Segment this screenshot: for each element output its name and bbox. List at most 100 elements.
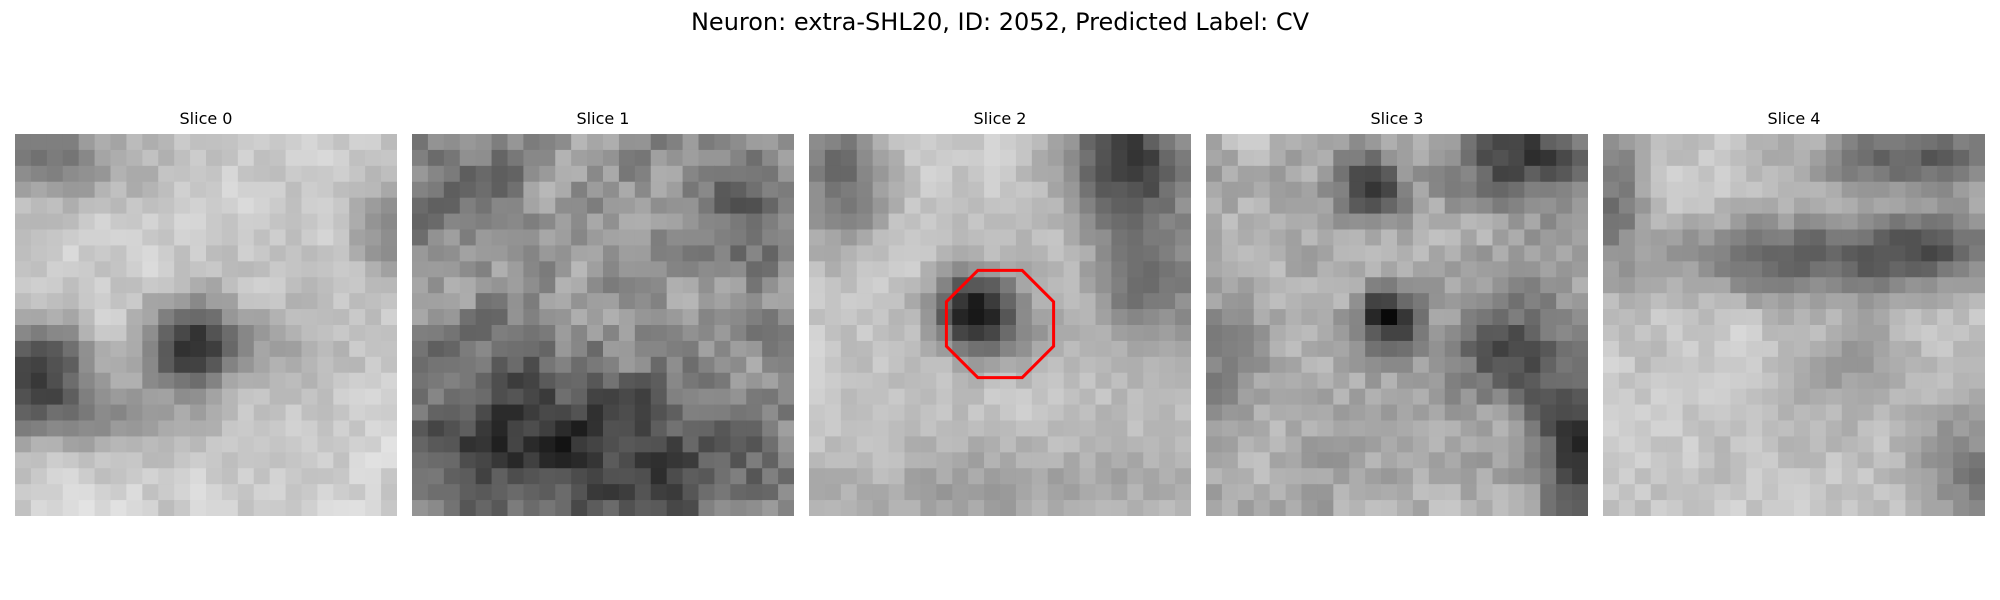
slice-pixel	[1159, 356, 1176, 374]
slice-title-4: Slice 4	[1767, 109, 1821, 128]
slice-pixel	[126, 325, 143, 342]
slice-pixel	[1730, 484, 1747, 501]
slice-pixel	[1508, 165, 1525, 183]
slice-pixel	[1221, 293, 1239, 310]
slice-pixel	[1762, 213, 1779, 231]
slice-pixel	[1221, 388, 1239, 406]
slice-pixel	[443, 245, 461, 262]
slice-pixel	[920, 245, 937, 262]
slice-pixel	[809, 420, 826, 438]
slice-pixel	[1047, 277, 1065, 294]
slice-pixel	[650, 261, 668, 278]
slice-pixel	[1444, 229, 1462, 247]
slice-pixel	[1969, 325, 1985, 342]
slice-pixel	[1873, 340, 1891, 358]
slice-pixel	[126, 436, 143, 453]
slice-pixel	[1381, 388, 1398, 406]
slice-pixel	[1412, 500, 1430, 516]
slice-pixel	[1349, 404, 1366, 422]
slice-pixel	[539, 388, 556, 406]
slice-pixel	[1015, 261, 1033, 278]
slice-pixel	[1095, 340, 1113, 358]
slice-pixel	[1666, 388, 1684, 406]
slice-pixel	[190, 500, 207, 516]
slice-pixel	[301, 340, 319, 358]
slice-pixel	[1412, 484, 1430, 501]
slice-pixel	[936, 468, 953, 485]
slice-pixel	[1698, 245, 1716, 262]
slice-pixel	[1063, 245, 1081, 262]
slice-pixel	[507, 229, 525, 247]
slice-image-1	[412, 134, 794, 516]
slice-pixel	[1698, 309, 1716, 326]
slice-pixel	[349, 181, 366, 199]
slice-pixel	[698, 484, 716, 501]
slice-pixel	[936, 404, 953, 422]
slice-pixel	[1221, 356, 1239, 374]
slice-pixel	[762, 500, 779, 516]
slice-pixel	[30, 165, 48, 183]
slice-pixel	[1508, 261, 1525, 278]
slice-pixel	[1937, 261, 1954, 278]
slice-pixel	[507, 309, 525, 326]
slice-pixel	[698, 277, 716, 294]
slice-pixel	[809, 149, 826, 167]
slice-pixel	[1825, 420, 1843, 438]
slice-pixel	[1794, 197, 1811, 215]
slice-pixel	[1301, 181, 1319, 199]
slice-pixel	[1269, 484, 1287, 501]
slice-pixel	[809, 293, 826, 310]
slice-pixel	[650, 134, 668, 151]
slice-pixel	[1412, 277, 1430, 294]
slice-pixel	[1047, 134, 1065, 151]
slice-pixel	[1460, 500, 1478, 516]
slice-pixel	[1953, 372, 1970, 390]
slice-pixel	[809, 229, 826, 247]
slice-pixel	[1857, 229, 1875, 247]
slice-pixel	[762, 420, 779, 438]
slice-pixel	[872, 213, 890, 231]
slice-pixel	[78, 134, 96, 151]
slice-pixel	[1937, 181, 1954, 199]
slice-pixel	[285, 293, 303, 310]
slice-pixel	[1634, 325, 1652, 342]
slice-pixel	[110, 309, 128, 326]
slice-pixel	[1317, 213, 1334, 231]
slice-pixel	[1397, 165, 1414, 183]
slice-pixel	[1969, 484, 1985, 501]
slice-pixel	[1221, 245, 1239, 262]
slice-pixel	[1031, 468, 1049, 485]
slice-pixel	[888, 149, 906, 167]
slice-pixel	[888, 309, 906, 326]
slice-pixel	[730, 404, 747, 422]
slice-pixel	[78, 229, 96, 247]
slice-pixel	[571, 134, 588, 151]
slice-pixel	[778, 452, 794, 469]
slice-pixel	[840, 293, 858, 310]
slice-pixel	[634, 293, 652, 310]
slice-pixel	[1095, 388, 1113, 406]
slice-pixel	[730, 452, 747, 469]
slice-pixel	[365, 309, 382, 326]
slice-pixel	[904, 484, 922, 501]
slice-pixel	[778, 213, 794, 231]
slice-pixel	[1237, 277, 1255, 294]
slice-pixel	[491, 452, 509, 469]
slice-pixel	[221, 229, 239, 247]
slice-pixel	[603, 229, 620, 247]
slice-pixel	[1618, 420, 1636, 438]
slice-pixel	[1921, 309, 1938, 326]
slice-pixel	[634, 484, 652, 501]
slice-pixel	[1047, 309, 1065, 326]
slice-pixel	[1111, 261, 1128, 278]
slice-pixel	[269, 372, 287, 390]
slice-pixel	[904, 165, 922, 183]
slice-pixel	[539, 165, 556, 183]
slice-pixel	[62, 229, 80, 247]
slice-pixel	[1556, 420, 1573, 438]
slice-pixel	[1714, 213, 1731, 231]
slice-pixel	[333, 277, 350, 294]
slice-pixel	[1159, 420, 1176, 438]
slice-pixel	[1015, 452, 1033, 469]
slice-pixel	[1444, 165, 1462, 183]
